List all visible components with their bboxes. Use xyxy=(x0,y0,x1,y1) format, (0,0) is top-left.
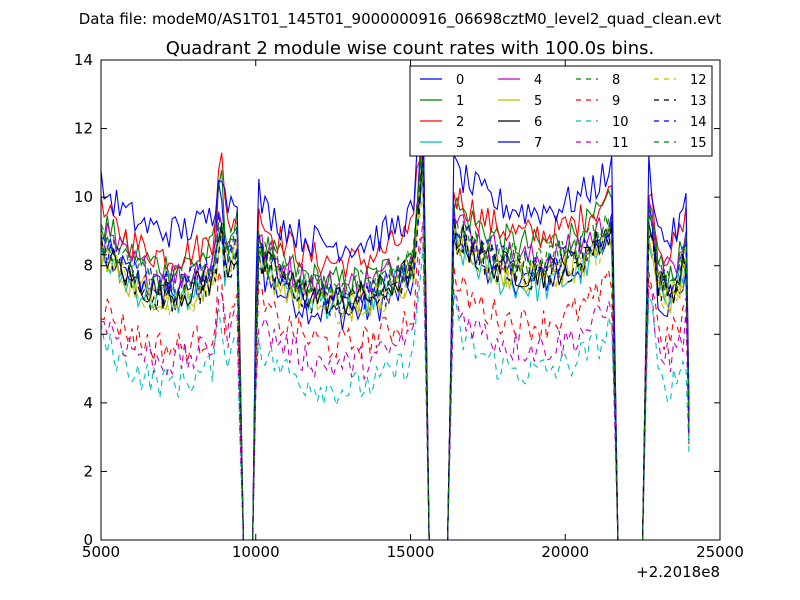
legend-label-15: 15 xyxy=(690,136,707,151)
series-line-14 xyxy=(101,156,690,540)
series-line-2 xyxy=(101,107,690,540)
x-offset-label: +2.2018e8 xyxy=(636,563,720,581)
x-tick-label: 10000 xyxy=(232,543,280,561)
series-line-13 xyxy=(101,164,690,540)
series-line-9 xyxy=(101,235,690,540)
legend-label-0: 0 xyxy=(456,73,464,88)
legend-label-11: 11 xyxy=(612,136,629,151)
series-line-11 xyxy=(101,221,690,540)
legend-label-3: 3 xyxy=(456,136,464,151)
y-tick-label: 4 xyxy=(83,394,93,412)
suptitle: Data file: modeM0/AS1T01_145T01_90000009… xyxy=(79,10,722,29)
legend-label-2: 2 xyxy=(456,115,464,130)
legend-label-7: 7 xyxy=(534,136,542,151)
legend-label-10: 10 xyxy=(612,115,629,130)
series-layer xyxy=(101,98,690,540)
x-tick-label: 5000 xyxy=(82,543,120,561)
series-line-15 xyxy=(101,167,690,540)
y-tick-label: 6 xyxy=(83,325,93,343)
legend-label-6: 6 xyxy=(534,115,542,130)
y-tick-label: 0 xyxy=(83,531,93,549)
series-line-10 xyxy=(101,246,690,540)
chart-title: Quadrant 2 module wise count rates with … xyxy=(166,38,655,59)
legend-label-9: 9 xyxy=(612,94,620,109)
x-tick-label: 15000 xyxy=(387,543,435,561)
x-tick-label: 25000 xyxy=(696,543,744,561)
y-tick-label: 10 xyxy=(74,188,93,206)
legend-label-4: 4 xyxy=(534,73,542,88)
y-tick-label: 12 xyxy=(74,120,93,138)
legend-label-13: 13 xyxy=(690,94,707,109)
series-line-7 xyxy=(101,98,690,540)
legend-label-12: 12 xyxy=(690,73,707,88)
legend-label-14: 14 xyxy=(690,115,707,130)
x-tick-label: 20000 xyxy=(541,543,589,561)
series-line-6 xyxy=(101,147,690,540)
y-tick-label: 14 xyxy=(74,51,93,69)
legend-label-5: 5 xyxy=(534,94,542,109)
legend-label-8: 8 xyxy=(612,73,620,88)
y-tick-label: 2 xyxy=(83,462,93,480)
y-tick-label: 8 xyxy=(83,257,93,275)
legend-box xyxy=(409,65,713,157)
series-line-12 xyxy=(101,192,690,540)
legend-label-1: 1 xyxy=(456,94,464,109)
